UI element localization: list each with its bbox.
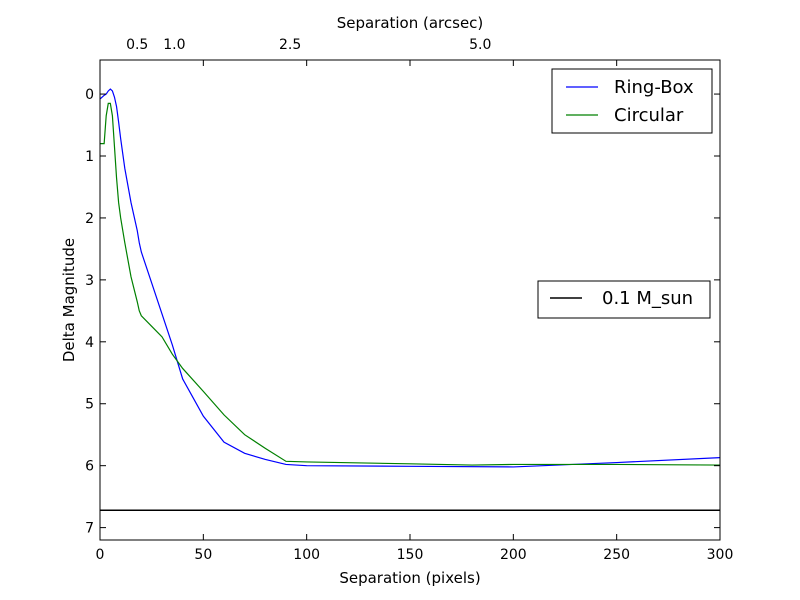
x-tick-label: 200	[500, 547, 527, 563]
series-line-circular	[100, 102, 720, 466]
y-axis-label: Delta Magnitude	[60, 238, 78, 362]
legend-label: 0.1 M_sun	[602, 288, 693, 309]
top-x-tick-label: 5.0	[469, 37, 491, 53]
legend-box	[537, 280, 711, 319]
y-tick-label: 3	[85, 273, 94, 289]
top-x-tick-label: 0.5	[126, 37, 148, 53]
legend-series: Ring-Box Circular	[551, 68, 713, 134]
y-tick-label: 4	[85, 335, 94, 351]
legend-box	[551, 68, 713, 134]
x-tick-label: 150	[397, 547, 424, 563]
legend-reference: 0.1 M_sun	[537, 280, 711, 319]
x-tick-label: 300	[707, 547, 734, 563]
y-tick-label: 7	[85, 521, 94, 537]
y-tick-label: 6	[85, 459, 94, 475]
series-line-ring-box	[100, 88, 720, 468]
x-tick-label: 250	[603, 547, 630, 563]
legend-label: Ring-Box	[614, 77, 694, 98]
x-tick-label: 50	[194, 547, 212, 563]
top-x-tick-label: 2.5	[279, 37, 301, 53]
y-tick-label: 1	[85, 149, 94, 165]
top-x-tick-label: 1.0	[163, 37, 185, 53]
y-tick-label: 0	[85, 87, 94, 103]
x-tick-label: 0	[96, 547, 105, 563]
legend-label: Circular	[614, 105, 684, 126]
x-tick-label: 100	[293, 547, 320, 563]
y-tick-label: 5	[85, 397, 94, 413]
top-x-axis-label: Separation (arcsec)	[337, 14, 484, 32]
y-tick-label: 2	[85, 211, 94, 227]
x-axis-label: Separation (pixels)	[339, 569, 480, 587]
